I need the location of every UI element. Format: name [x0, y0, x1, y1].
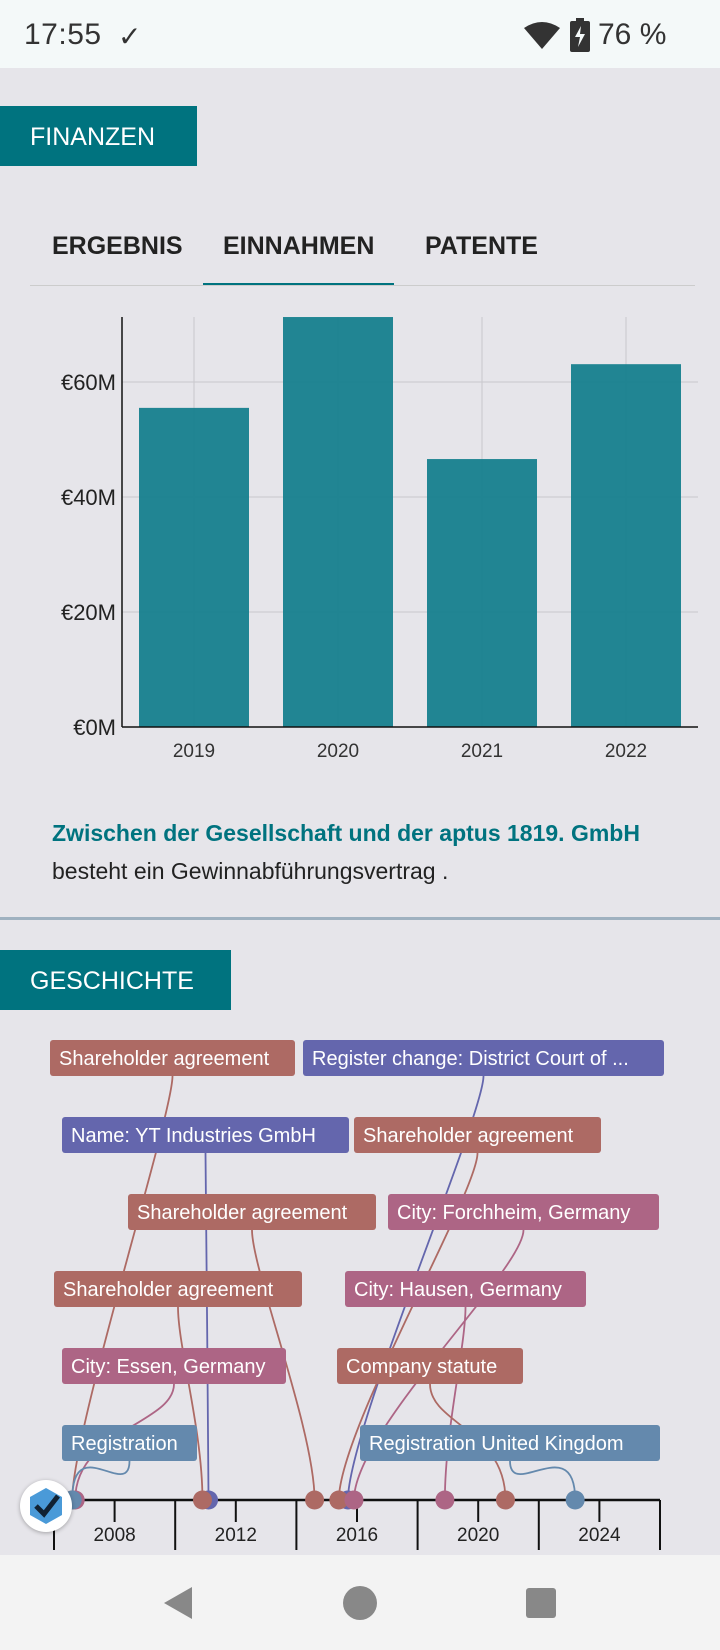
event-label: Shareholder agreement	[63, 1279, 274, 1301]
clock: 17:55	[24, 18, 102, 51]
bar-2020	[283, 317, 393, 727]
note-text: besteht ein Gewinnabführungsvertrag .	[52, 858, 449, 884]
timeline-event[interactable]: Company statute	[337, 1348, 523, 1384]
event-label-box	[345, 1271, 586, 1307]
event-label: Registration	[71, 1433, 178, 1455]
battery-charging-icon	[570, 18, 590, 52]
event-label-box	[303, 1040, 664, 1076]
tab-einnahmen[interactable]: EINNAHMEN	[203, 232, 395, 285]
home-icon[interactable]	[342, 1585, 378, 1621]
event-label: Shareholder agreement	[363, 1125, 574, 1147]
axis-year-label: 2024	[578, 1525, 621, 1546]
event-label-box	[50, 1040, 295, 1076]
timeline-event[interactable]: Shareholder agreement	[54, 1271, 302, 1307]
event-label: Company statute	[346, 1356, 497, 1378]
connector-line	[204, 1152, 210, 1501]
event-label-box	[62, 1348, 286, 1384]
status-bar: 17:55 ✓ 76 %	[0, 0, 720, 68]
event-label-box	[62, 1425, 197, 1461]
y-tick-label: €20M	[61, 600, 116, 625]
timeline-event[interactable]: City: Forchheim, Germany	[388, 1194, 659, 1230]
verified-check-icon	[30, 1488, 62, 1524]
event-label: City: Forchheim, Germany	[397, 1202, 630, 1224]
timeline-event[interactable]: Shareholder agreement	[128, 1194, 376, 1230]
note-company-link[interactable]: Zwischen der Gesellschaft und der aptus …	[52, 820, 640, 846]
axis-year-label: 2008	[93, 1525, 135, 1546]
section-divider	[0, 917, 720, 920]
event-dot	[305, 1490, 325, 1510]
finance-tabs: ERGEBNIS EINNAHMEN PATENTE	[30, 228, 695, 286]
y-tick-label: €60M	[61, 370, 116, 395]
event-label: Register change: District Court of ...	[312, 1048, 629, 1070]
tab-ergebnis[interactable]: ERGEBNIS	[52, 232, 183, 260]
timeline-event[interactable]: Shareholder agreement	[354, 1117, 601, 1153]
event-label: City: Essen, Germany	[71, 1356, 266, 1378]
bar-2022	[571, 364, 681, 727]
connector-line	[443, 1306, 467, 1501]
event-dot	[329, 1490, 349, 1510]
timeline-event[interactable]: Name: YT Industries GmbH	[62, 1117, 349, 1153]
axis-year-label: 2016	[336, 1525, 378, 1546]
event-label-box	[54, 1271, 302, 1307]
bar-2019	[139, 407, 249, 727]
event-dot	[495, 1490, 515, 1510]
event-dot	[435, 1490, 455, 1510]
navigation-bar	[0, 1555, 720, 1650]
x-tick-label: 2020	[317, 741, 359, 762]
x-tick-label: 2022	[605, 741, 647, 762]
event-label-box	[337, 1348, 523, 1384]
connector-line	[71, 1460, 131, 1501]
timeline-event[interactable]: Registration	[62, 1425, 197, 1461]
recents-icon[interactable]	[524, 1586, 558, 1620]
bar-2021	[427, 459, 537, 727]
axis-year-label: 2020	[457, 1525, 499, 1546]
connector-line	[509, 1460, 577, 1501]
event-label: Shareholder agreement	[59, 1048, 270, 1070]
event-label: Shareholder agreement	[137, 1202, 348, 1224]
event-label-box	[388, 1194, 659, 1230]
battery-level: 76 %	[598, 18, 667, 51]
event-label-box	[62, 1117, 349, 1153]
event-dot	[565, 1490, 585, 1510]
task-done-icon: ✓	[118, 21, 142, 52]
back-icon[interactable]	[160, 1585, 196, 1621]
timeline-event[interactable]: Registration United Kingdom	[360, 1425, 660, 1461]
event-dot	[344, 1490, 364, 1510]
x-tick-label: 2021	[461, 741, 503, 762]
y-tick-label: €40M	[61, 485, 116, 510]
event-dot	[192, 1490, 212, 1510]
timeline-event[interactable]: City: Hausen, Germany	[345, 1271, 586, 1307]
timeline-event[interactable]: City: Essen, Germany	[62, 1348, 286, 1384]
wifi-icon	[524, 22, 560, 49]
section-header-finance: FINANZEN	[0, 106, 197, 166]
timeline-event[interactable]: Register change: District Court of ...	[303, 1040, 664, 1076]
connector-line	[177, 1306, 204, 1501]
event-label-box	[354, 1117, 601, 1153]
event-label: Name: YT Industries GmbH	[71, 1125, 316, 1147]
event-label: City: Hausen, Germany	[354, 1279, 562, 1301]
event-label: Registration United Kingdom	[369, 1433, 624, 1455]
event-label-box	[360, 1425, 660, 1461]
timeline-event[interactable]: Shareholder agreement	[50, 1040, 295, 1076]
timeline-labels: Shareholder agreement Register change: Di…	[50, 1040, 664, 1461]
tab-patente[interactable]: PATENTE	[425, 232, 538, 260]
revenue-bar-chart: €0M €20M €40M €60M 2019 2020 2021 2022	[61, 317, 698, 762]
history-timeline: Shareholder agreement Register change: Di…	[33, 1040, 681, 1580]
x-tick-label: 2019	[173, 741, 215, 762]
event-label-box	[128, 1194, 376, 1230]
section-header-history: GESCHICHTE	[0, 950, 231, 1010]
connector-line	[337, 1152, 479, 1501]
axis-year-label: 2012	[215, 1525, 257, 1546]
verified-badge[interactable]	[20, 1480, 72, 1532]
y-tick-label: €0M	[73, 715, 116, 740]
